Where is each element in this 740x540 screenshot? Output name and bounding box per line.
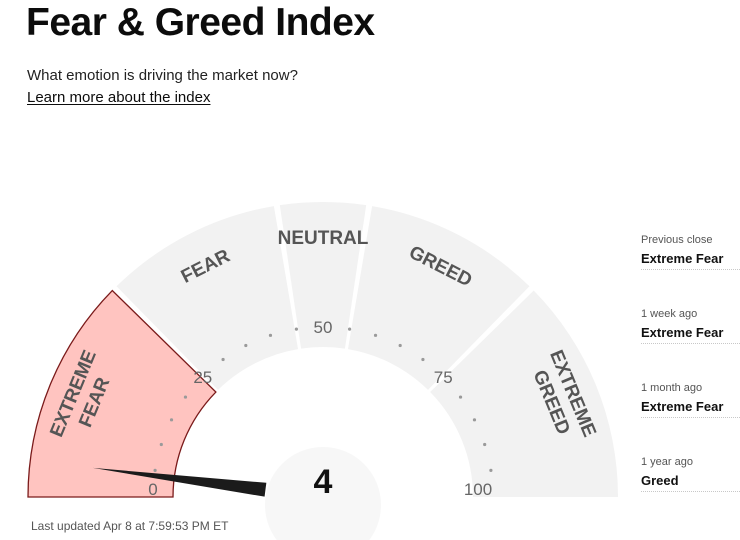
- gauge-center-disc: [265, 447, 381, 540]
- gauge-tick-dot: [398, 343, 402, 348]
- gauge-segment-label: NEUTRAL: [278, 228, 369, 249]
- gauge-tick-dot: [183, 395, 188, 399]
- history-item-1-month-ago: 1 month ago Extreme Fear: [641, 382, 740, 418]
- gauge-scale-labels: 0 25 50 75 100: [148, 318, 492, 499]
- gauge-tick-dot: [153, 468, 157, 473]
- gauge-tick-dot: [159, 442, 163, 447]
- history-label: 1 week ago: [641, 308, 698, 320]
- history-item-1-year-ago: 1 year ago Greed: [641, 456, 740, 492]
- history-label: Previous close: [641, 234, 713, 246]
- history-label: 1 year ago: [641, 456, 693, 468]
- gauge-tick-dot: [169, 418, 174, 422]
- history-item-1-week-ago: 1 week ago Extreme Fear: [641, 308, 740, 344]
- gauge-segment-extreme-greed: [430, 290, 618, 497]
- gauge-scale-label: 75: [434, 368, 453, 387]
- history-value: Extreme Fear: [641, 251, 740, 270]
- gauge-scale-label: 25: [193, 368, 212, 387]
- gauge-needle: [92, 467, 267, 497]
- gauge-segment-extreme-fear: [27, 289, 217, 498]
- page-title: Fear & Greed Index: [26, 1, 375, 44]
- gauge-segment-fear: [116, 206, 299, 390]
- gauge-scale-label: 0: [148, 480, 157, 499]
- history-value: Extreme Fear: [641, 325, 740, 344]
- gauge-value: 4: [314, 463, 333, 501]
- gauge-tick-dot: [294, 327, 299, 331]
- gauge-scale-label: 50: [314, 318, 333, 337]
- gauge-segment-greed: [347, 206, 530, 390]
- history-value: Greed: [641, 473, 740, 492]
- gauge-tick-dot: [221, 357, 225, 362]
- gauge-segments: [27, 202, 618, 498]
- gauge-tick-dot: [373, 333, 378, 337]
- gauge-tick-dot: [268, 333, 273, 337]
- gauge-tick-dot: [458, 395, 463, 399]
- history-item-previous-close: Previous close Extreme Fear: [641, 234, 740, 270]
- gauge-tick-dot: [347, 327, 352, 331]
- learn-more-link[interactable]: Learn more about the index: [27, 89, 211, 106]
- page-subtitle: What emotion is driving the market now?: [27, 67, 298, 84]
- gauge-segment-neutral: [279, 202, 367, 349]
- gauge-tick-dot: [489, 468, 493, 473]
- gauge-scale-label: 100: [464, 480, 492, 499]
- gauge-ticks: [153, 327, 493, 473]
- history-value: Extreme Fear: [641, 399, 740, 418]
- gauge-tick-dot: [421, 357, 425, 362]
- gauge-tick-dot: [483, 442, 487, 447]
- last-updated: Last updated Apr 8 at 7:59:53 PM ET: [31, 519, 229, 533]
- gauge-tick-dot: [472, 418, 477, 422]
- history-label: 1 month ago: [641, 382, 703, 394]
- gauge-tick-dot: [244, 343, 248, 348]
